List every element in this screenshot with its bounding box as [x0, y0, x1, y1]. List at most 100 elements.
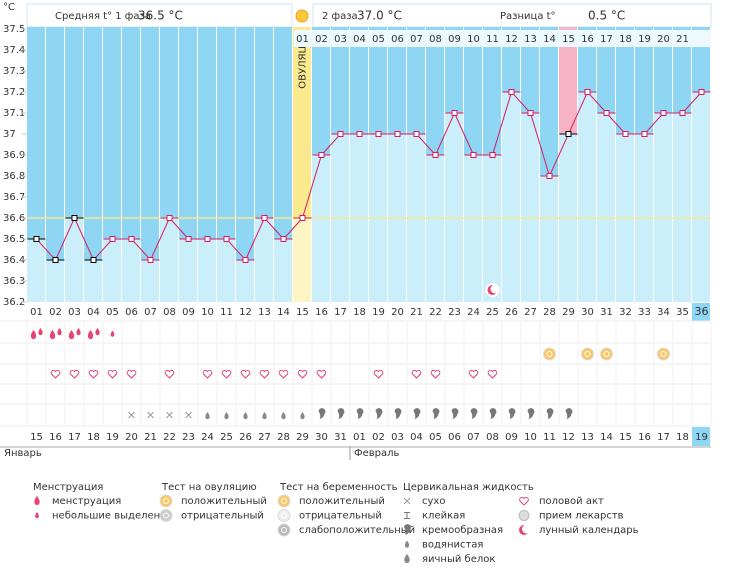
x-tick-label: 32	[619, 307, 632, 318]
legend-item: слабоположительный	[299, 525, 415, 536]
y-tick-label: 37.3	[3, 66, 25, 77]
point-marker	[546, 173, 553, 179]
column-bar	[122, 239, 140, 302]
y-tick-label: 36.7	[3, 192, 25, 203]
y-tick-label: 37.5	[3, 24, 25, 35]
column-bar	[692, 92, 710, 302]
pregnancy-test-icon-core	[584, 351, 591, 357]
phase2-day: 13	[524, 34, 537, 45]
point-marker	[90, 257, 97, 263]
y-tick-label: 37.2	[3, 87, 25, 98]
legend-icon-core	[281, 512, 287, 519]
date-label: 14	[600, 432, 613, 443]
date-label: 11	[543, 432, 556, 443]
dry-icon	[128, 411, 135, 419]
phase2-day: 19	[638, 34, 651, 45]
watery-icon	[243, 412, 248, 420]
watery-icon	[281, 412, 286, 420]
column-bar	[160, 218, 178, 302]
legend-icon	[34, 496, 40, 505]
column-top	[274, 27, 292, 239]
column-bar	[274, 239, 292, 302]
pregnancy-test-icon	[581, 347, 594, 361]
x-tick-label: 04	[87, 307, 100, 318]
creamy-icon	[508, 408, 516, 419]
column-bar	[141, 260, 159, 302]
legend-icon	[35, 512, 39, 519]
creamy-icon	[356, 408, 364, 419]
date-label: 16	[638, 432, 651, 443]
creamy-icon	[394, 408, 402, 419]
x-tick-label: 26	[505, 307, 518, 318]
column-bar	[198, 239, 216, 302]
column-top	[179, 27, 197, 239]
phase2-value: 37.0 °C	[357, 9, 402, 23]
legend-item: половой акт	[539, 496, 604, 507]
point-marker	[375, 131, 382, 137]
date-label: 02	[372, 432, 385, 443]
x-tick-label: 09	[182, 307, 195, 318]
y-tick-label: 37.1	[3, 108, 25, 119]
lunar-icon-cut	[490, 284, 500, 294]
legend-icon	[277, 494, 291, 508]
intercourse-icon	[259, 369, 270, 379]
pregnancy-test-icon-core	[660, 351, 667, 357]
date-label: 19	[106, 432, 119, 443]
intercourse-icon	[126, 369, 137, 379]
column-top	[103, 27, 121, 239]
y-tick-label: 37.4	[3, 45, 25, 56]
legend-icon	[404, 512, 410, 519]
date-label: 28	[277, 432, 290, 443]
intercourse-icon	[411, 369, 422, 379]
phase2-day: 03	[334, 34, 347, 45]
date-label: 29	[296, 432, 309, 443]
x-tick-label: 31	[600, 307, 613, 318]
column-bar	[312, 155, 330, 302]
watery-icon	[224, 412, 229, 420]
legend-item: яичный белок	[422, 554, 495, 565]
creamy-icon	[546, 408, 554, 419]
point-marker	[280, 236, 287, 242]
point-marker	[413, 131, 420, 137]
column-top	[122, 27, 140, 239]
date-label: 10	[524, 432, 537, 443]
creamy-icon	[318, 408, 326, 419]
intercourse-icon	[69, 369, 80, 379]
intercourse-icon	[430, 369, 441, 379]
column-bar	[255, 218, 273, 302]
x-tick-label: 08	[163, 307, 176, 318]
column-bar	[540, 176, 558, 302]
point-marker	[109, 236, 116, 242]
point-marker	[508, 89, 515, 95]
point-marker	[489, 152, 496, 158]
phase2-day: 21	[676, 34, 689, 45]
point-marker	[565, 131, 572, 137]
phase2-day: 05	[372, 34, 385, 45]
date-label: 05	[429, 432, 442, 443]
legend-icon	[159, 509, 173, 522]
legend-icon	[159, 494, 173, 508]
phase2-day: 08	[429, 34, 442, 45]
month-label: Январь	[4, 448, 42, 459]
x-tick-label: 20	[391, 307, 404, 318]
date-label: 18	[676, 432, 689, 443]
point-marker	[451, 110, 458, 116]
legend-title: Цервикальная жидкость	[403, 482, 534, 493]
watery-icon	[300, 412, 305, 420]
date-label: 26	[239, 432, 252, 443]
date-label: 17	[68, 432, 81, 443]
date-label: 16	[49, 432, 62, 443]
y-tick-label: 36.6	[3, 213, 25, 224]
x-tick-label: 11	[220, 307, 233, 318]
phase2-day: 15	[562, 34, 575, 45]
legend-item: отрицательный	[299, 511, 382, 522]
column-top	[141, 27, 159, 260]
legend-title: Менструация	[33, 482, 103, 493]
phase2-day: 11	[486, 34, 499, 45]
x-tick-label: 12	[239, 307, 252, 318]
column-top	[388, 27, 406, 134]
creamy-icon	[489, 408, 497, 419]
x-tick-label: 34	[657, 307, 670, 318]
column-top	[160, 27, 178, 218]
date-label: 15	[30, 432, 43, 443]
